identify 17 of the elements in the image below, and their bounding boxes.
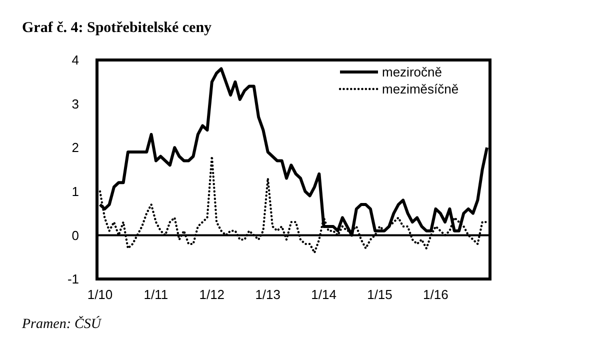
y-tick-label: 2 bbox=[72, 140, 79, 156]
x-tick-label: 1/14 bbox=[311, 287, 336, 302]
y-tick-label: -1 bbox=[67, 272, 79, 287]
x-tick-label: 1/16 bbox=[423, 287, 448, 302]
legend-label: meziměsíčně bbox=[382, 82, 459, 97]
y-tick-label: 4 bbox=[72, 52, 79, 68]
legend-label: meziročně bbox=[382, 64, 442, 80]
chart-title: Graf č. 4: Spotřebitelské ceny bbox=[22, 20, 212, 36]
x-tick-label: 1/10 bbox=[87, 287, 113, 302]
x-tick-label: 1/13 bbox=[255, 287, 281, 302]
x-tick-label: 1/12 bbox=[199, 287, 225, 302]
text: Pramen: ČSÚ bbox=[21, 315, 102, 332]
y-tick-label: 1 bbox=[72, 184, 79, 199]
y-tick-label: 0 bbox=[72, 228, 79, 243]
x-tick-label: 1/15 bbox=[367, 287, 392, 302]
x-tick-label: 1/11 bbox=[144, 287, 168, 302]
y-tick-label: 3 bbox=[72, 96, 79, 112]
